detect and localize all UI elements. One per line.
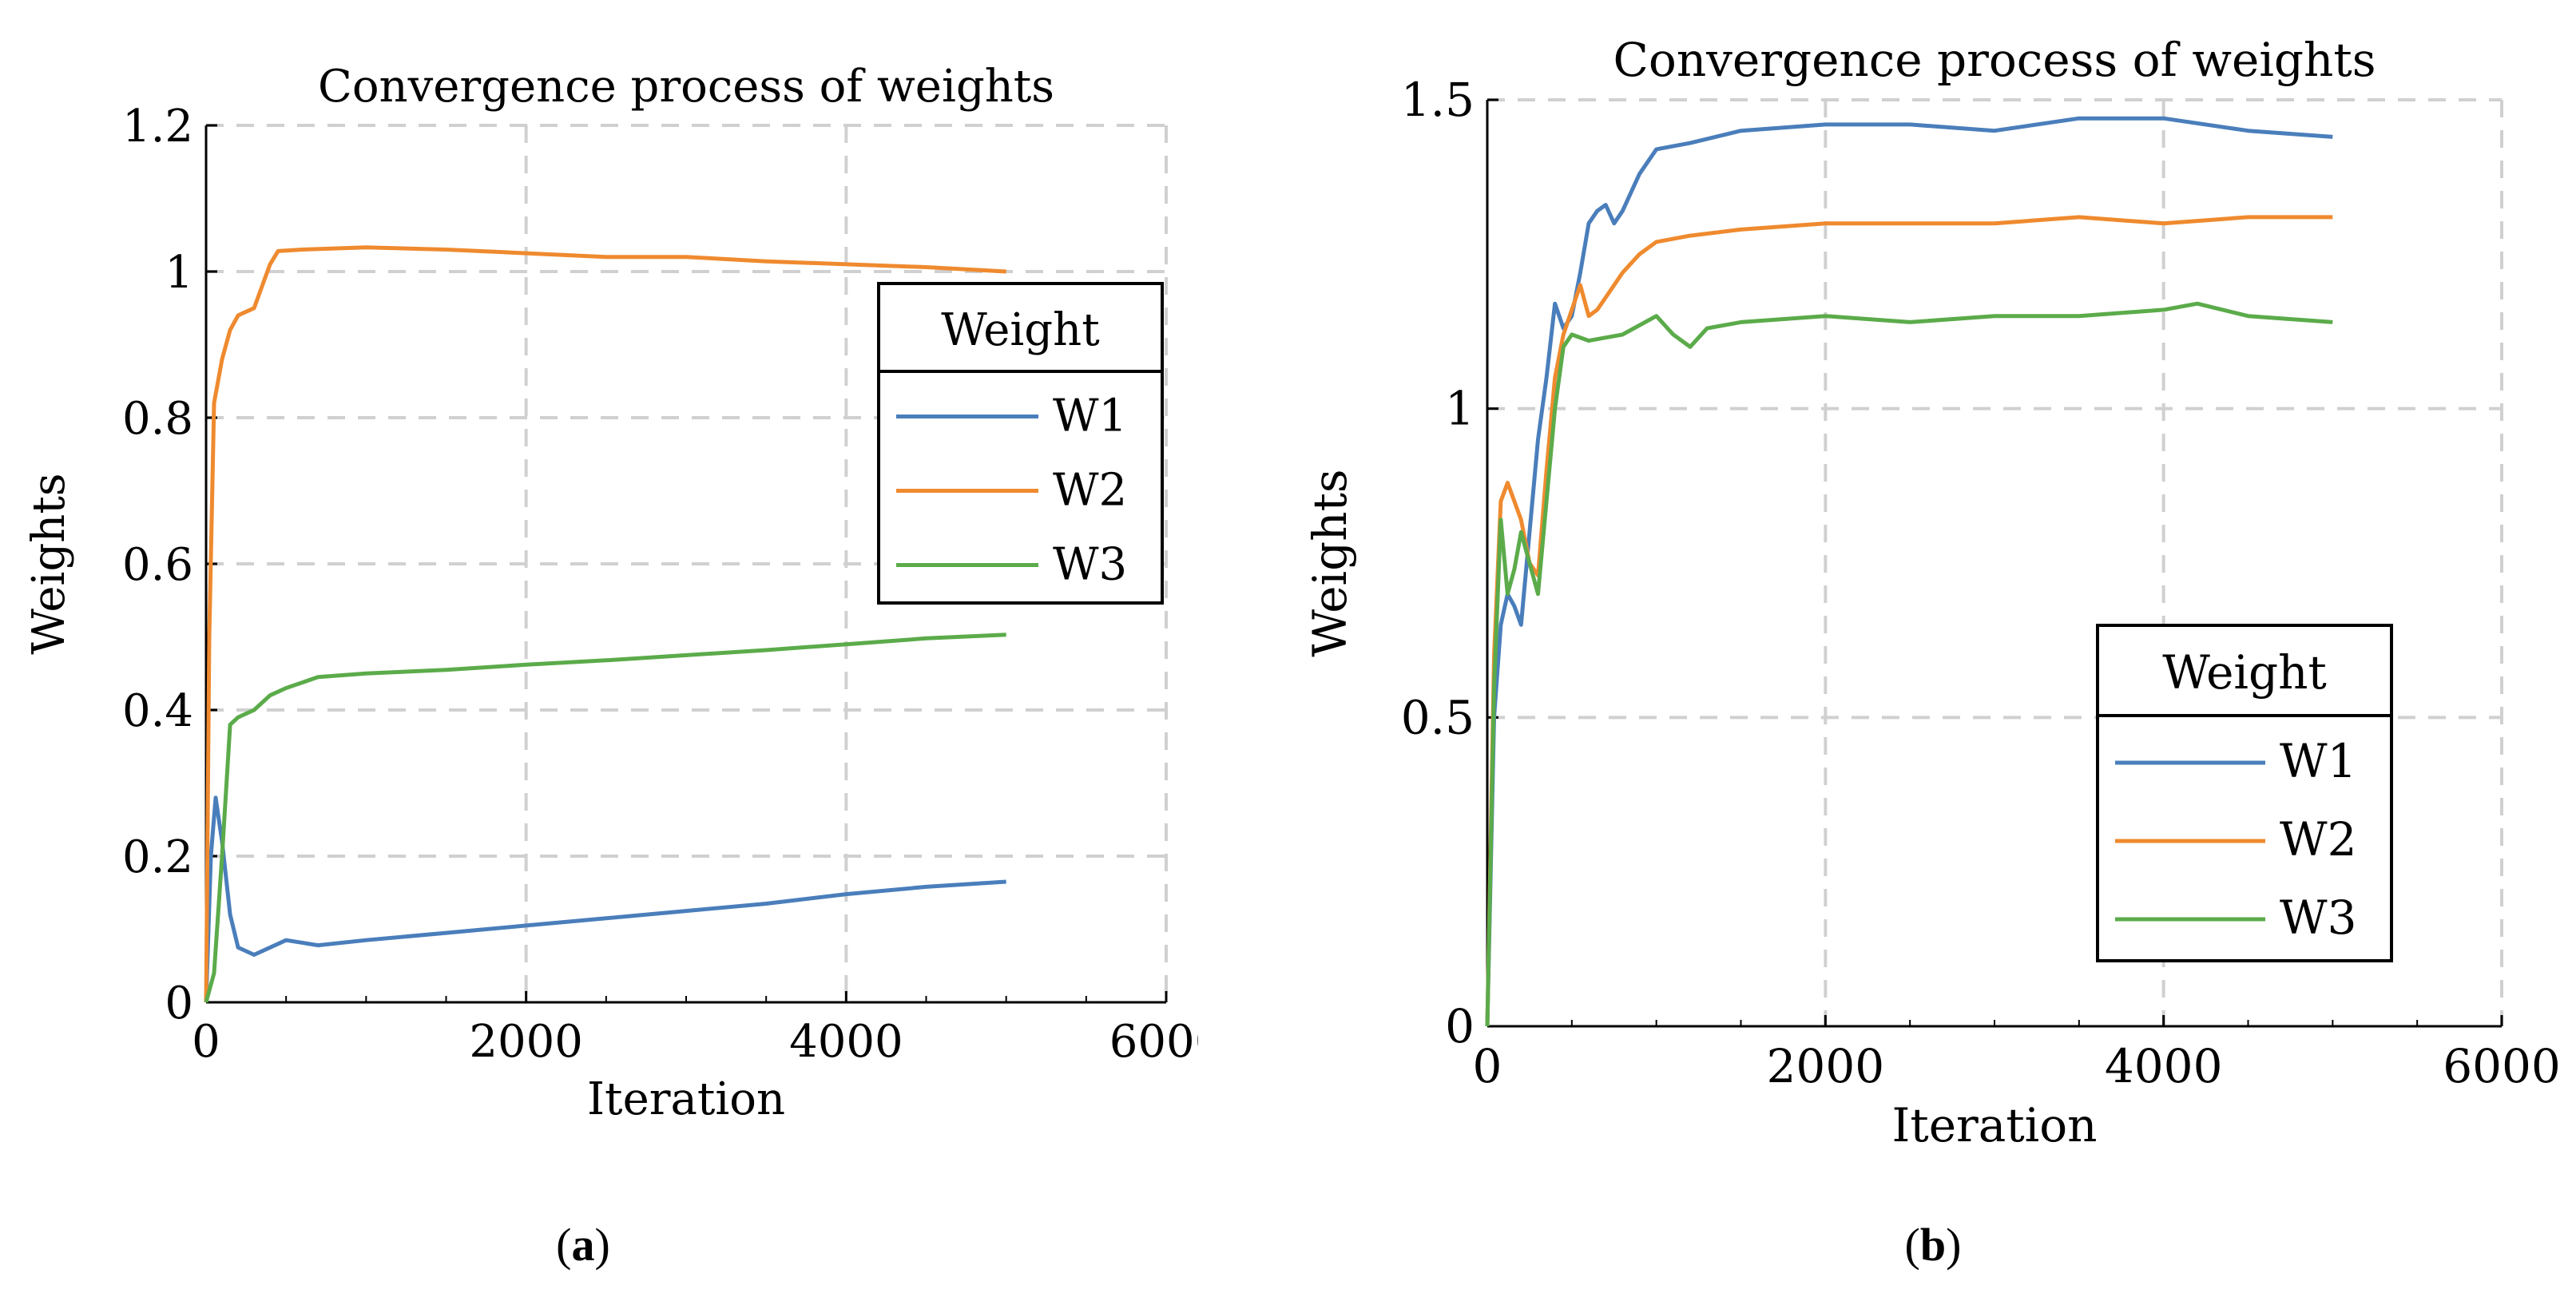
chart-a-ytick-label-0: 0 bbox=[165, 978, 193, 1029]
chart-b-ytick-label-2: 1 bbox=[1445, 382, 1475, 436]
chart-b-xtick-label-3: 6000 bbox=[2443, 1039, 2561, 1093]
chart-a-ytick-label-4: 0.8 bbox=[122, 393, 193, 445]
chart-a-ytick-label-6: 1.2 bbox=[122, 101, 193, 153]
caption-b-letter: b bbox=[1919, 1219, 1947, 1271]
chart-a-legend-box bbox=[877, 282, 1164, 605]
chart-b-title: Convergence process of weights bbox=[1613, 33, 2376, 87]
chart-a-legend-label-w3: W3 bbox=[1053, 539, 1127, 591]
chart-a-xtick-label-3: 6000 bbox=[1109, 1016, 1198, 1068]
chart-a-ytick-label-3: 0.6 bbox=[122, 539, 193, 591]
caption-a-letter: a bbox=[571, 1219, 595, 1271]
chart-b-legend-label-w2: W2 bbox=[2280, 812, 2357, 867]
chart-a-legend-label-w1: W1 bbox=[1053, 391, 1127, 442]
chart-a-legend-title: Weight bbox=[941, 304, 1100, 356]
chart-b-ytick-label-1: 0.5 bbox=[1401, 690, 1475, 744]
chart-a-ylabel: Weights bbox=[23, 473, 75, 654]
chart-b-series-w3-line bbox=[1485, 301, 2333, 1027]
chart-b-ytick-label-3: 1.5 bbox=[1401, 73, 1475, 127]
chart-a-xtick-label-1: 2000 bbox=[469, 1016, 583, 1068]
chart-a-series-w2-line bbox=[204, 245, 1006, 1003]
chart-b-legend-box bbox=[2096, 624, 2393, 962]
chart-a-ytick-label-5: 1 bbox=[165, 247, 193, 299]
caption-a: (a) bbox=[556, 1219, 610, 1271]
chart-b-series-w1-line bbox=[1485, 116, 2333, 1027]
chart-a-title: Convergence process of weights bbox=[318, 61, 1054, 113]
caption-b: (b) bbox=[1904, 1219, 1962, 1271]
chart-a: 0 0.2 0.4 0.6 0.8 1 1.2 0 2000 4000 6000 Convergenc… bbox=[23, 61, 1198, 1125]
chart-b-ylabel: Weights bbox=[1303, 469, 1357, 656]
chart-b-xtick-label-2: 4000 bbox=[2105, 1039, 2223, 1093]
chart-b-ytick-label-0: 0 bbox=[1445, 999, 1475, 1053]
chart-a-legend-label-w2: W2 bbox=[1053, 465, 1127, 517]
chart-a-xlabel: Iteration bbox=[587, 1073, 785, 1125]
chart-a-ytick-label-2: 0.4 bbox=[122, 685, 193, 737]
chart-b-xlabel: Iteration bbox=[1892, 1098, 2098, 1152]
chart-b-legend-title: Weight bbox=[2162, 645, 2327, 700]
chart-b-legend-label-w1: W1 bbox=[2280, 734, 2357, 788]
chart-a-xtick-label-0: 0 bbox=[192, 1016, 220, 1068]
chart-a-series-w3-line bbox=[204, 633, 1006, 1003]
chart-b-series-w2-line bbox=[1485, 215, 2333, 1027]
chart-a-ytick-label-1: 0.2 bbox=[122, 831, 193, 883]
chart-b-xtick-label-0: 0 bbox=[1473, 1039, 1502, 1093]
chart-a-series-w1-line bbox=[204, 795, 1006, 1003]
chart-a-xtick-label-2: 4000 bbox=[789, 1016, 903, 1068]
chart-b-legend-label-w3: W3 bbox=[2280, 890, 2357, 945]
chart-b-xtick-label-1: 2000 bbox=[1767, 1039, 1885, 1093]
chart-b: 0 0.5 1 1.5 0 2000 4000 6000 Convergence process… bbox=[1303, 33, 2561, 1152]
